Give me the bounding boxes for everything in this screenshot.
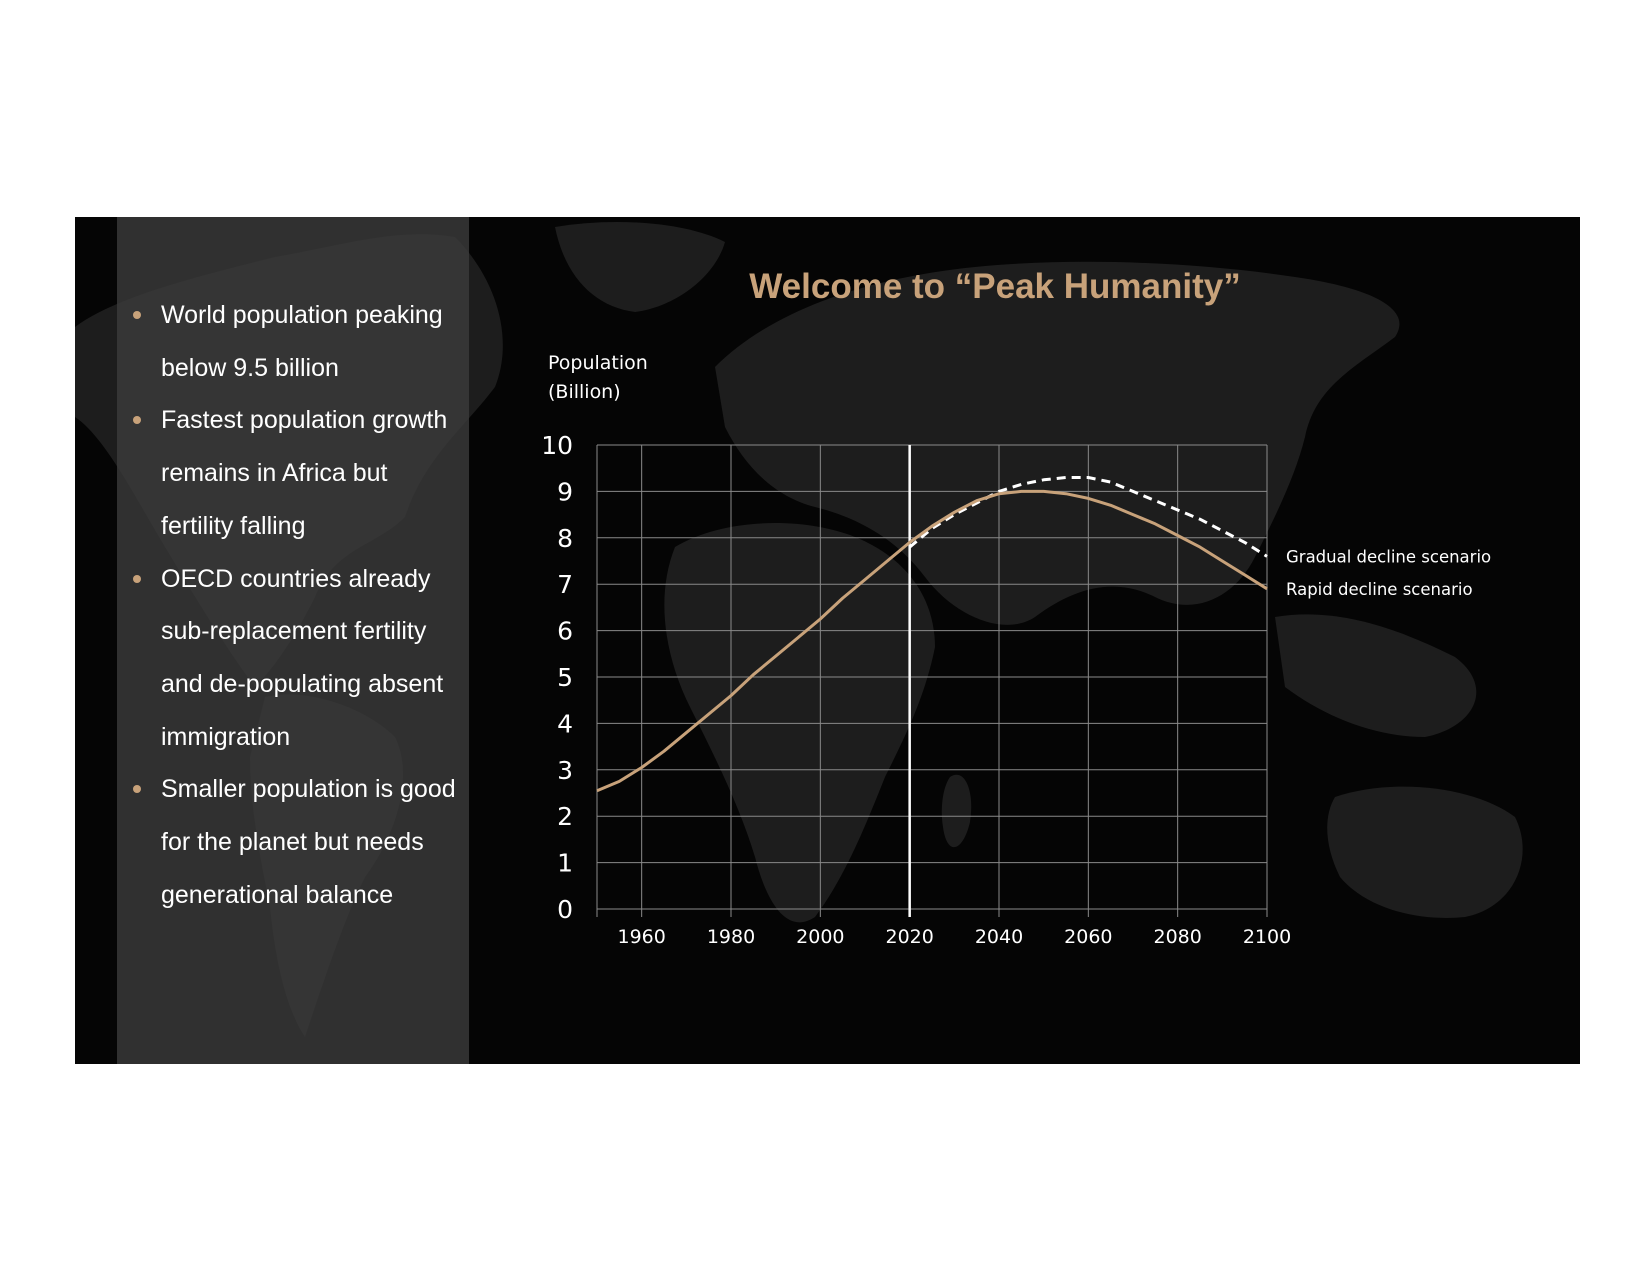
- southeast-asia-shape: [1275, 614, 1477, 737]
- africa-shape: [664, 523, 935, 923]
- x-tick-label: 2100: [1243, 926, 1291, 948]
- bullet-panel: World population peaking below 9.5 billi…: [117, 217, 469, 1064]
- bullet-item: Fastest population growth remains in Afr…: [117, 394, 469, 552]
- y-tick-label: 9: [557, 477, 573, 506]
- australia-shape: [1327, 786, 1523, 918]
- series-label: Rapid decline scenario: [1286, 580, 1473, 599]
- madagascar-shape: [941, 774, 972, 848]
- y-tick-label: 2: [557, 802, 573, 831]
- y-tick-label: 4: [557, 709, 573, 738]
- x-tick-label: 2040: [975, 926, 1023, 948]
- series-label: Gradual decline scenario: [1286, 547, 1491, 566]
- y-tick-label: 3: [557, 756, 573, 785]
- y-tick-label: 10: [541, 431, 573, 460]
- bullet-list: World population peaking below 9.5 billi…: [117, 289, 469, 921]
- y-tick-label: 0: [557, 895, 573, 924]
- bullet-item: OECD countries already sub-replacement f…: [117, 553, 469, 764]
- y-axis-label-line2: (Billion): [548, 381, 621, 403]
- y-tick-label: 8: [557, 524, 573, 553]
- bullet-item: Smaller population is good for the plane…: [117, 763, 469, 921]
- y-tick-label: 6: [557, 617, 573, 646]
- series-line: [596, 489, 1268, 793]
- series-line: [908, 476, 1268, 558]
- slide: World population peaking below 9.5 billi…: [75, 217, 1580, 1064]
- x-tick-label: 1980: [707, 926, 755, 948]
- x-tick-label: 2020: [885, 926, 933, 948]
- y-axis-label-line1: Population: [548, 352, 648, 374]
- y-tick-label: 7: [557, 570, 573, 599]
- x-tick-label: 2060: [1064, 926, 1112, 948]
- population-chart: 0 1 2 3 4 5 6 7 8 9 10 1960 1980 2000 2020 2040 2060 2080…: [541, 431, 1491, 948]
- chart-title: Welcome to “Peak Humanity”: [749, 267, 1241, 306]
- x-tick-label: 2000: [796, 926, 844, 948]
- y-tick-label: 5: [557, 663, 573, 692]
- x-tick-label: 2080: [1153, 926, 1201, 948]
- bullet-item: World population peaking below 9.5 billi…: [117, 289, 469, 394]
- x-tick-label: 1960: [617, 926, 665, 948]
- y-tick-label: 1: [557, 849, 573, 878]
- greenland-shape: [555, 222, 725, 312]
